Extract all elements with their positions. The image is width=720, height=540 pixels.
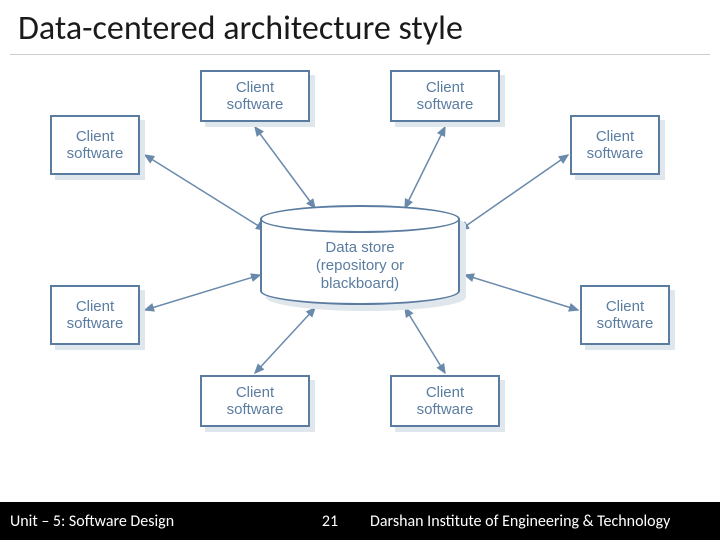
client-label-line2: software <box>227 96 284 113</box>
client-label-line2: software <box>67 145 124 162</box>
client-box: Clientsoftware <box>50 285 140 345</box>
footer-institute: Darshan Institute of Engineering & Techn… <box>360 502 720 540</box>
slide-footer: Unit – 5: Software Design 21 Darshan Ins… <box>0 502 720 540</box>
architecture-diagram: ClientsoftwareClientsoftwareClientsoftwa… <box>40 60 680 480</box>
client-label-line2: software <box>227 401 284 418</box>
client-box: Clientsoftware <box>390 70 500 122</box>
client-label-line2: software <box>417 401 474 418</box>
title-underline <box>10 54 710 55</box>
data-store-cylinder: Data store(repository orblackboard) <box>260 205 460 305</box>
client-box: Clientsoftware <box>200 375 310 427</box>
client-box: Clientsoftware <box>50 115 140 175</box>
footer-unit: Unit – 5: Software Design <box>0 502 300 540</box>
client-box: Clientsoftware <box>580 285 670 345</box>
client-label-line1: Client <box>76 128 114 145</box>
client-box: Clientsoftware <box>570 115 660 175</box>
footer-page-number: 21 <box>300 502 360 540</box>
client-label-line1: Client <box>596 128 634 145</box>
client-label-line1: Client <box>76 298 114 315</box>
client-label-line2: software <box>67 315 124 332</box>
client-label-line1: Client <box>426 79 464 96</box>
client-label-line2: software <box>417 96 474 113</box>
client-label-line1: Client <box>606 298 644 315</box>
client-label-line1: Client <box>236 384 274 401</box>
page-title: Data-centered architecture style <box>18 8 463 49</box>
client-box: Clientsoftware <box>390 375 500 427</box>
client-box: Clientsoftware <box>200 70 310 122</box>
client-label-line1: Client <box>426 384 464 401</box>
client-label-line1: Client <box>236 79 274 96</box>
data-store-label: Data store(repository orblackboard) <box>260 239 460 293</box>
client-label-line2: software <box>587 145 644 162</box>
client-label-line2: software <box>597 315 654 332</box>
